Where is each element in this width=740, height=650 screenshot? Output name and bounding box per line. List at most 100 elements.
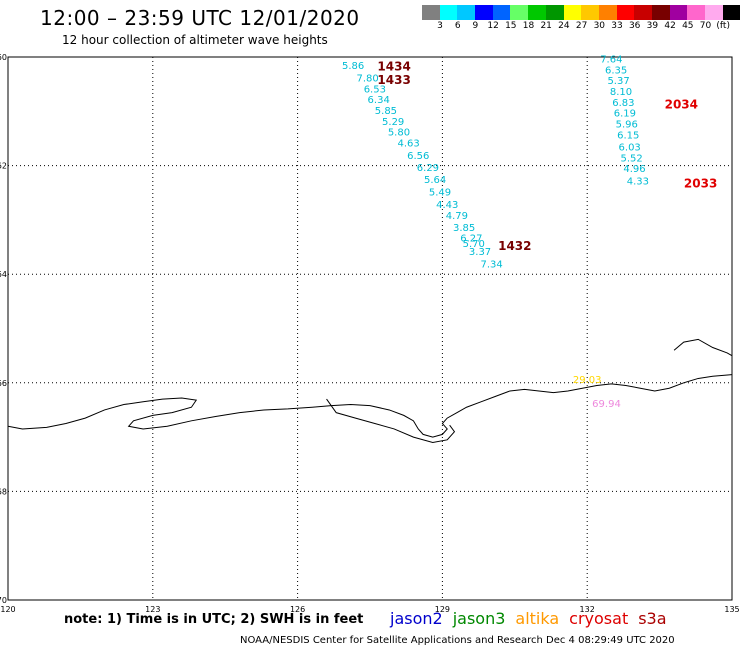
swh-value: 6.03	[619, 142, 641, 153]
swh-value: 7.64	[600, 54, 622, 65]
swh-value: 3.37	[469, 247, 491, 258]
lon-tick-label: 123	[145, 605, 160, 614]
swh-value: 4.33	[627, 177, 649, 188]
swh-value: 5.86	[342, 61, 364, 72]
lon-tick-label: 120	[0, 605, 15, 614]
legend-swatch	[616, 5, 635, 20]
legend-label: 36	[628, 21, 641, 31]
legend-swatch	[651, 5, 670, 20]
satellite-jason2: jason2	[390, 609, 443, 628]
lat-tick-label: -60	[0, 53, 7, 62]
legend-swatch	[563, 5, 582, 20]
legend-label: 39	[646, 21, 659, 31]
swh-value: 6.83	[612, 98, 634, 109]
map-frame	[7, 56, 733, 601]
coastline	[7, 374, 733, 438]
legend-label: 15	[505, 21, 517, 31]
swh-value: 6.19	[614, 109, 636, 120]
legend-swatch	[492, 5, 511, 20]
legend-label: 21	[540, 21, 552, 31]
legend-label: 9	[472, 21, 479, 31]
lat-tick-label: -68	[0, 487, 7, 496]
lat-tick-label: -64	[0, 270, 7, 279]
swh-value: 5.29	[382, 117, 404, 128]
swh-value: 4.63	[397, 139, 419, 150]
swh-value: 6.27	[460, 234, 482, 245]
legend-swatch	[475, 5, 493, 20]
swh-value: 29.03	[573, 375, 602, 386]
legend-label: 30	[593, 21, 606, 31]
swh-value: 5.80	[388, 128, 410, 139]
coastline-bay	[326, 398, 456, 444]
legend-swatch	[722, 5, 740, 20]
color-legend-labels: 3 6 9 12 15 18 21 24 27 30 33 36 39 42 45 70 (ft)	[422, 21, 740, 33]
satellite-altika: altika	[515, 609, 560, 628]
swh-value: 7.80	[356, 73, 378, 84]
swh-value: 5.37	[607, 76, 629, 87]
legend-label: 27	[575, 21, 588, 31]
swh-value: 5.64	[424, 175, 446, 186]
swh-value: 4.96	[623, 164, 645, 175]
swh-value: 8.10	[610, 87, 632, 98]
lon-tick-label: 135	[724, 605, 739, 614]
legend-swatch	[545, 5, 564, 20]
swh-value: 3.85	[453, 223, 475, 234]
legend-label: 6	[454, 21, 461, 31]
time-label: 1434	[377, 60, 410, 74]
footer-note: note: 1) Time is in UTC; 2) SWH is in fe…	[64, 612, 364, 627]
satellite-jason3: jason3	[452, 609, 506, 628]
footer-credit: NOAA/NESDIS Center for Satellite Applica…	[240, 635, 675, 646]
lat-tick-label: -70	[0, 596, 7, 605]
satellite-cryosat: cryosat	[569, 609, 629, 628]
map-title: 12:00 – 23:59 UTC 12/01/2020	[40, 6, 360, 30]
swh-value: 5.85	[375, 106, 397, 117]
legend-swatch	[598, 5, 617, 20]
lon-tick-label: 132	[580, 605, 595, 614]
legend-swatch	[687, 5, 705, 20]
legend-label: 18	[522, 21, 535, 31]
color-legend	[422, 5, 740, 20]
satellite-s3a: s3a	[638, 609, 667, 628]
swh-value: 4.79	[446, 211, 468, 222]
swh-value: 4.43	[436, 200, 458, 211]
swh-value: 69.94	[592, 399, 621, 410]
swh-value: 6.35	[605, 65, 627, 76]
swh-value: 6.29	[417, 163, 439, 174]
legend-label: 12	[487, 21, 499, 31]
time-label: 1433	[377, 73, 410, 87]
legend-swatch	[669, 5, 688, 20]
legend-label: 24	[558, 21, 570, 31]
lon-tick-label: 126	[290, 605, 305, 614]
lat-tick-label: -66	[0, 379, 7, 388]
legend-swatch	[457, 5, 476, 20]
legend-swatch	[439, 5, 458, 20]
legend-label: 70	[699, 21, 712, 31]
time-label: 1432	[498, 239, 531, 253]
legend-swatch	[581, 5, 599, 20]
swh-value: 5.49	[429, 187, 451, 198]
coastline-island	[673, 338, 733, 357]
swh-value: 5.52	[620, 153, 642, 164]
swh-value: 5.96	[616, 120, 638, 131]
legend-swatch	[705, 5, 723, 20]
lon-tick-label: 129	[435, 605, 450, 614]
legend-label: 42	[664, 21, 676, 31]
legend-swatch	[422, 5, 440, 20]
swh-value: 6.53	[364, 84, 386, 95]
legend-label: (ft)	[716, 21, 730, 31]
map-subtitle: 12 hour collection of altimeter wave hei…	[62, 33, 328, 47]
swh-value: 7.34	[480, 260, 502, 271]
legend-label: 33	[611, 21, 623, 31]
legend-label: 45	[682, 21, 694, 31]
swh-value: 6.56	[407, 151, 429, 162]
legend-label: 3	[437, 21, 443, 31]
legend-swatch	[634, 5, 652, 20]
swh-value: 6.34	[368, 95, 390, 106]
legend-swatch	[510, 5, 529, 20]
swh-value: 5.70	[463, 239, 485, 250]
swh-value: 6.15	[617, 130, 639, 141]
satellite-list: jason2 jason3 altika cryosat s3a	[390, 609, 677, 628]
legend-swatch	[528, 5, 546, 20]
time-label: 2033	[684, 176, 717, 190]
